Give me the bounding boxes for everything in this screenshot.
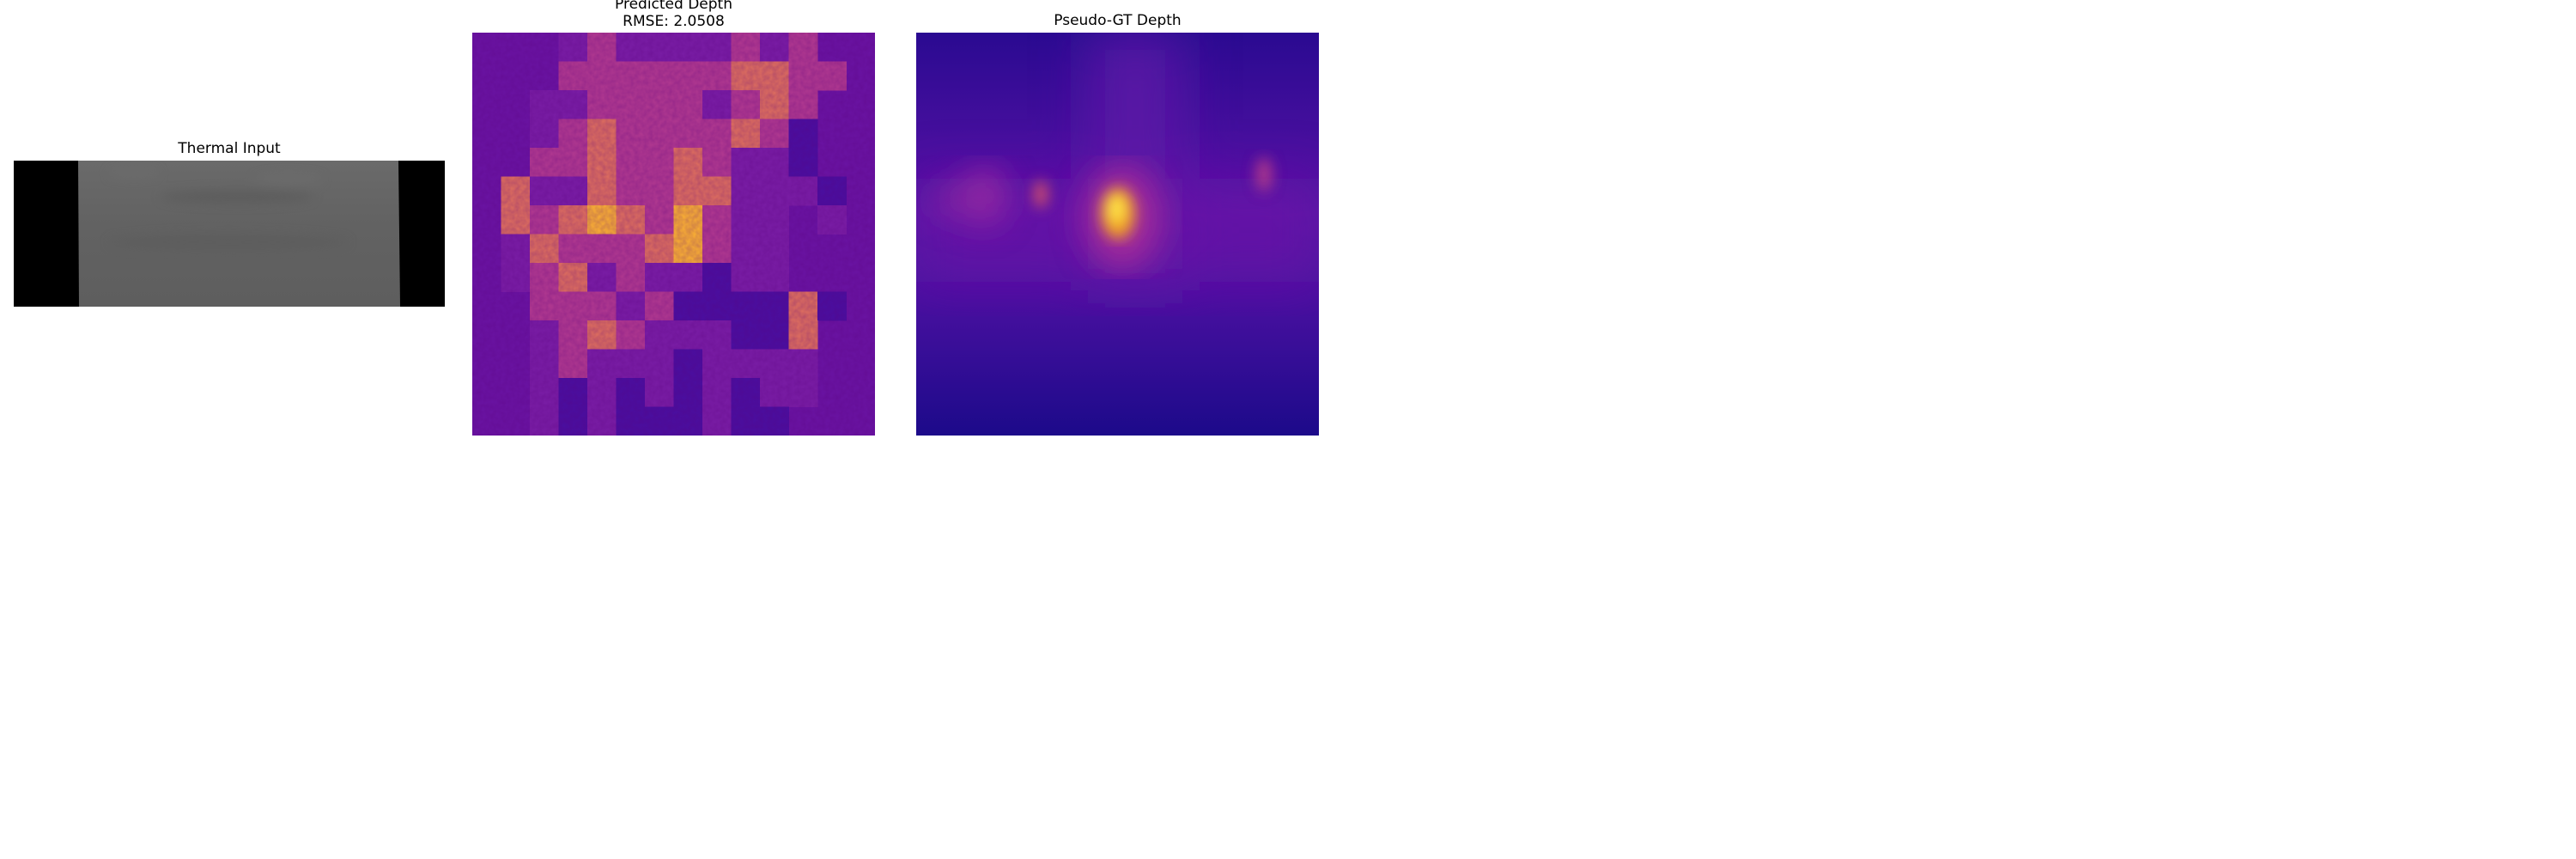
- predicted-depth-title: Predicted Depth RMSE: 2.0508: [472, 0, 875, 30]
- pseudo-gt-depth-title-text: Pseudo-GT Depth: [1054, 12, 1182, 29]
- predicted-depth-rmse: RMSE: 2.0508: [623, 13, 725, 30]
- predicted-depth-image: [472, 33, 875, 436]
- thermal-input-image: [14, 161, 445, 307]
- thermal-input-title: Thermal Input: [14, 140, 445, 157]
- pseudo-gt-depth-title: Pseudo-GT Depth: [916, 12, 1319, 29]
- predicted-depth-title-line1: Predicted Depth: [615, 0, 732, 13]
- pseudo-gt-depth-image: [916, 33, 1319, 436]
- thermal-input-title-text: Thermal Input: [178, 140, 281, 157]
